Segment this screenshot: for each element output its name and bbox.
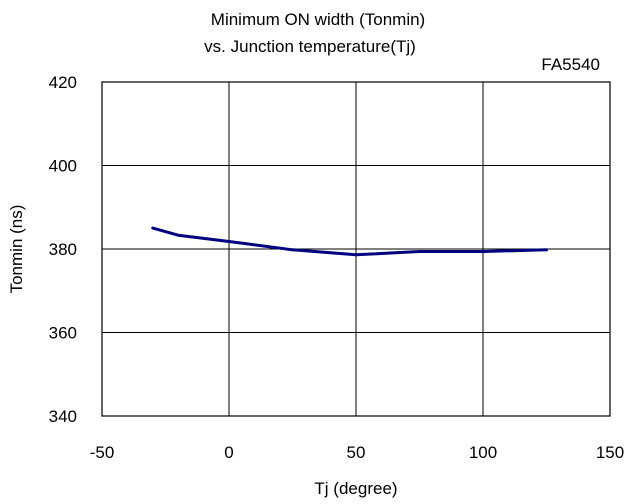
y-tick-label: 400 xyxy=(49,157,77,176)
data-point xyxy=(481,250,485,253)
x-tick-label: 50 xyxy=(347,443,366,462)
data-point xyxy=(151,226,155,230)
data-point xyxy=(291,248,294,252)
y-axis-label: Tonmin (ns) xyxy=(7,205,26,294)
chart-title-line-1: Minimum ON width (Tonmin) xyxy=(211,10,425,29)
y-tick-label: 380 xyxy=(49,240,77,259)
x-tick-label: 100 xyxy=(469,443,497,462)
x-tick-label: 150 xyxy=(596,443,624,462)
y-tick-label: 340 xyxy=(49,407,77,426)
data-point xyxy=(176,233,180,237)
data-point xyxy=(227,240,231,243)
data-point xyxy=(354,253,358,257)
x-axis-label: Tj (degree) xyxy=(314,479,397,498)
y-tick-label: 420 xyxy=(49,73,77,92)
y-tick-label: 360 xyxy=(49,324,77,343)
tick-labels: -50 0 50 100 150 340 360 380 400 420 xyxy=(49,73,625,462)
plot-area xyxy=(101,81,611,417)
chart-title-line-2: vs. Junction temperature(Tj) xyxy=(204,37,416,56)
x-tick-label: -50 xyxy=(90,443,115,462)
data-point xyxy=(418,250,421,253)
x-tick-label: 0 xyxy=(224,443,233,462)
data-point xyxy=(545,248,548,252)
series-line-0 xyxy=(151,226,548,257)
series-layer xyxy=(151,226,548,257)
chart-annotation: FA5540 xyxy=(541,55,600,74)
grid xyxy=(102,82,610,416)
